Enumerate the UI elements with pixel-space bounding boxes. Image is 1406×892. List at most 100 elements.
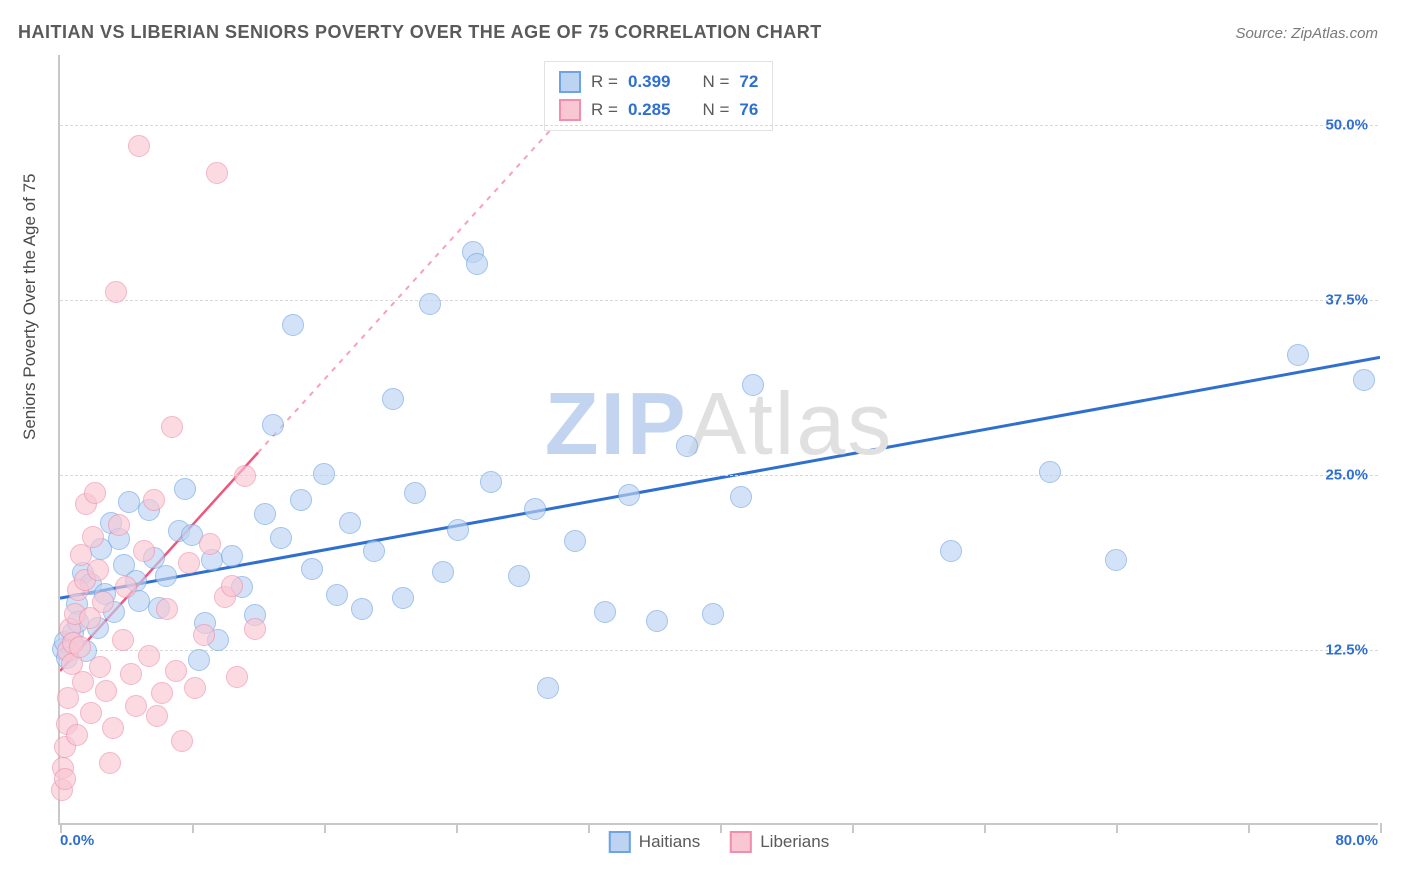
data-point (301, 558, 323, 580)
data-point (143, 489, 165, 511)
legend-label-haitians: Haitians (639, 832, 700, 852)
data-point (146, 705, 168, 727)
ytick-label: 37.5% (1325, 292, 1368, 309)
data-point (940, 540, 962, 562)
data-point (742, 374, 764, 396)
data-point (125, 695, 147, 717)
data-point (221, 545, 243, 567)
data-point (221, 575, 243, 597)
legend-swatch-liberians (730, 831, 752, 853)
data-point (382, 388, 404, 410)
stats-row-haitians: R = 0.399 N = 72 (559, 68, 758, 96)
legend-swatch-haitians (609, 831, 631, 853)
data-point (82, 526, 104, 548)
xtick (324, 823, 326, 833)
data-point (508, 565, 530, 587)
legend-item-liberians: Liberians (730, 831, 829, 853)
data-point (188, 649, 210, 671)
data-point (226, 666, 248, 688)
data-point (524, 498, 546, 520)
data-point (108, 514, 130, 536)
data-point (537, 677, 559, 699)
legend-label-liberians: Liberians (760, 832, 829, 852)
data-point (447, 519, 469, 541)
data-point (290, 489, 312, 511)
data-point (262, 414, 284, 436)
data-point (115, 576, 137, 598)
data-point (165, 660, 187, 682)
data-point (133, 540, 155, 562)
xtick (1380, 823, 1382, 833)
data-point (161, 416, 183, 438)
ytick-label: 25.0% (1325, 467, 1368, 484)
data-point (594, 601, 616, 623)
ytick-label: 12.5% (1325, 642, 1368, 659)
stat-n-haitians: 72 (739, 72, 758, 92)
gridline (60, 300, 1378, 301)
xtick (1248, 823, 1250, 833)
data-point (102, 717, 124, 739)
data-point (1105, 549, 1127, 571)
data-point (80, 702, 102, 724)
data-point (702, 603, 724, 625)
data-point (618, 484, 640, 506)
data-point (326, 584, 348, 606)
stat-r-liberians: 0.285 (628, 100, 671, 120)
data-point (313, 463, 335, 485)
data-point (128, 135, 150, 157)
data-point (206, 162, 228, 184)
data-point (432, 561, 454, 583)
data-point (184, 677, 206, 699)
data-point (199, 533, 221, 555)
data-point (84, 482, 106, 504)
swatch-liberians (559, 99, 581, 121)
data-point (156, 598, 178, 620)
data-point (105, 281, 127, 303)
data-point (151, 682, 173, 704)
data-point (404, 482, 426, 504)
data-point (66, 724, 88, 746)
xtick (456, 823, 458, 833)
stats-box: R = 0.399 N = 72 R = 0.285 N = 76 (544, 61, 773, 131)
data-point (1287, 344, 1309, 366)
data-point (112, 629, 134, 651)
stat-n-liberians: 76 (739, 100, 758, 120)
chart-title: HAITIAN VS LIBERIAN SENIORS POVERTY OVER… (18, 22, 822, 43)
data-point (480, 471, 502, 493)
data-point (89, 656, 111, 678)
stats-row-liberians: R = 0.285 N = 76 (559, 96, 758, 124)
data-point (87, 559, 109, 581)
gridline (60, 125, 1378, 126)
data-point (155, 565, 177, 587)
data-point (92, 591, 114, 613)
watermark-atlas: Atlas (688, 374, 894, 473)
legend-item-haitians: Haitians (609, 831, 700, 853)
x-max-label: 80.0% (1335, 832, 1378, 849)
data-point (351, 598, 373, 620)
data-point (676, 435, 698, 457)
data-point (392, 587, 414, 609)
ytick-label: 50.0% (1325, 117, 1368, 134)
data-point (54, 768, 76, 790)
data-point (118, 491, 140, 513)
xtick (60, 823, 62, 833)
gridline (60, 650, 1378, 651)
data-point (339, 512, 361, 534)
data-point (69, 636, 91, 658)
stat-n-label: N = (702, 100, 729, 120)
xtick (192, 823, 194, 833)
gridline (60, 475, 1378, 476)
data-point (193, 624, 215, 646)
xtick (1116, 823, 1118, 833)
stat-n-label: N = (702, 72, 729, 92)
data-point (730, 486, 752, 508)
data-point (138, 645, 160, 667)
data-point (1039, 461, 1061, 483)
data-point (174, 478, 196, 500)
data-point (120, 663, 142, 685)
data-point (1353, 369, 1375, 391)
data-point (99, 752, 121, 774)
data-point (466, 253, 488, 275)
y-axis-label: Seniors Poverty Over the Age of 75 (20, 174, 40, 440)
data-point (646, 610, 668, 632)
